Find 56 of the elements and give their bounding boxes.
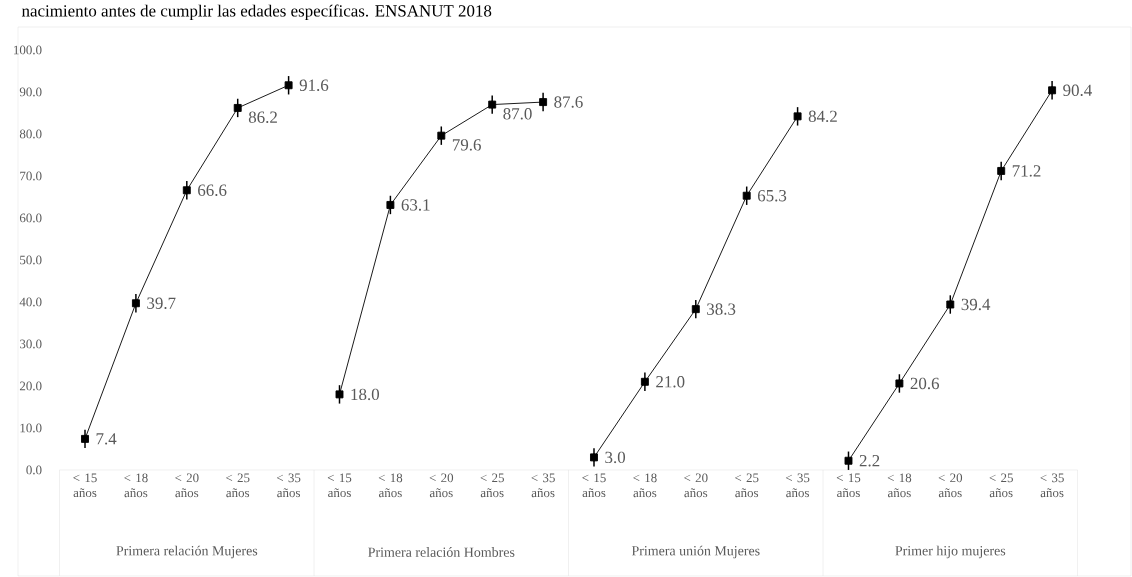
data-label: 21.0 bbox=[656, 376, 685, 388]
y-tick-label: 90.0 bbox=[19, 87, 42, 97]
data-label: 87.0 bbox=[503, 108, 532, 120]
chart-title: nacimiento antes de cumplir las edades específicas. ENSANUT 2018 bbox=[21, 4, 492, 21]
y-tick-label: 40.0 bbox=[19, 297, 42, 307]
x-tick-label: < 18 años bbox=[887, 473, 912, 498]
x-tick-label: < 35 años bbox=[1040, 473, 1064, 498]
x-tick-label: < 15 años bbox=[73, 473, 97, 498]
data-label: 71.2 bbox=[1012, 165, 1041, 177]
y-tick-label: 100.0 bbox=[14, 45, 42, 55]
x-tick-label: < 35 años bbox=[531, 473, 555, 498]
text: Primer hijo mujeres bbox=[895, 545, 1006, 559]
x-tick-label: < 18 años bbox=[378, 473, 403, 498]
y-tick-label: 20.0 bbox=[19, 381, 42, 391]
x-tick-label: < 20 años bbox=[429, 473, 454, 498]
data-label: 65.3 bbox=[757, 189, 787, 202]
data-label: 18.0 bbox=[351, 388, 380, 401]
text: Primera relación Mujeres bbox=[116, 545, 258, 559]
x-tick-label: < 18 años bbox=[124, 473, 148, 498]
y-tick-label: 30.0 bbox=[20, 339, 42, 349]
data-label: 79.6 bbox=[452, 139, 481, 151]
data-label: 20.6 bbox=[910, 377, 940, 390]
data-label: 63.1 bbox=[401, 199, 430, 211]
y-tick-label: 10.0 bbox=[20, 423, 42, 433]
y-tick-label: 0.0 bbox=[26, 465, 42, 475]
x-tick-label: < 25 años bbox=[989, 473, 1013, 498]
data-label: 7.4 bbox=[96, 433, 117, 445]
x-tick-label: < 35 años bbox=[785, 473, 810, 498]
data-label: 86.2 bbox=[248, 111, 277, 123]
x-tick-label: < 15 años bbox=[327, 473, 352, 498]
x-tick-label: < 25 años bbox=[735, 473, 759, 498]
x-tick-label: < 15 años bbox=[836, 473, 861, 498]
x-tick-label: < 20 años bbox=[684, 473, 708, 498]
y-tick-label: 60.0 bbox=[19, 213, 42, 223]
y-tick-label: 80.0 bbox=[19, 129, 42, 139]
data-label: 91.6 bbox=[299, 79, 329, 91]
data-label: 39.7 bbox=[147, 297, 176, 309]
y-tick-label: 70.0 bbox=[20, 171, 42, 181]
text: Primera unión Mujeres bbox=[631, 545, 760, 559]
text: Primera relación Hombres bbox=[368, 547, 515, 557]
x-tick-label: < 25 años bbox=[480, 473, 504, 498]
x-tick-label: < 15 años bbox=[582, 473, 606, 498]
data-label: 2.2 bbox=[859, 455, 880, 467]
data-label: 38.3 bbox=[707, 303, 736, 315]
data-label: 87.6 bbox=[554, 96, 583, 108]
y-tick-label: 50.0 bbox=[20, 255, 42, 265]
x-tick-label: < 18 años bbox=[633, 473, 657, 498]
data-label: 90.4 bbox=[1063, 84, 1092, 97]
x-tick-label: < 25 años bbox=[226, 473, 250, 498]
x-tick-label: < 20 años bbox=[175, 473, 199, 498]
x-tick-label: < 35 años bbox=[276, 473, 301, 498]
data-label: 66.6 bbox=[198, 184, 227, 196]
data-label: 3.0 bbox=[605, 451, 626, 464]
data-label: 39.4 bbox=[961, 298, 991, 311]
data-label: 84.2 bbox=[808, 110, 837, 123]
x-tick-label: < 20 años bbox=[938, 473, 963, 498]
